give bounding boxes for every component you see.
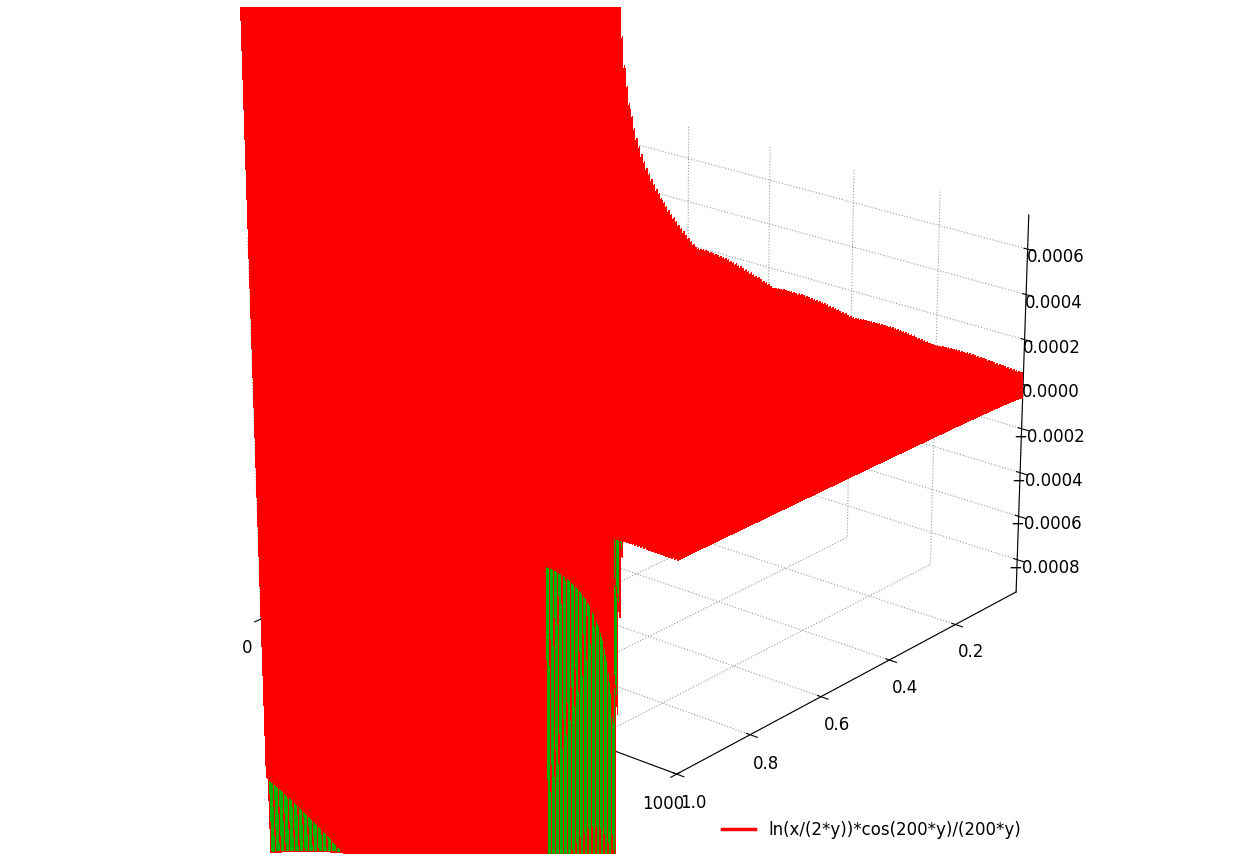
Legend: ln(x/(2*y))*cos(200*y)/(200*y): ln(x/(2*y))*cos(200*y)/(200*y) [715, 815, 1027, 846]
